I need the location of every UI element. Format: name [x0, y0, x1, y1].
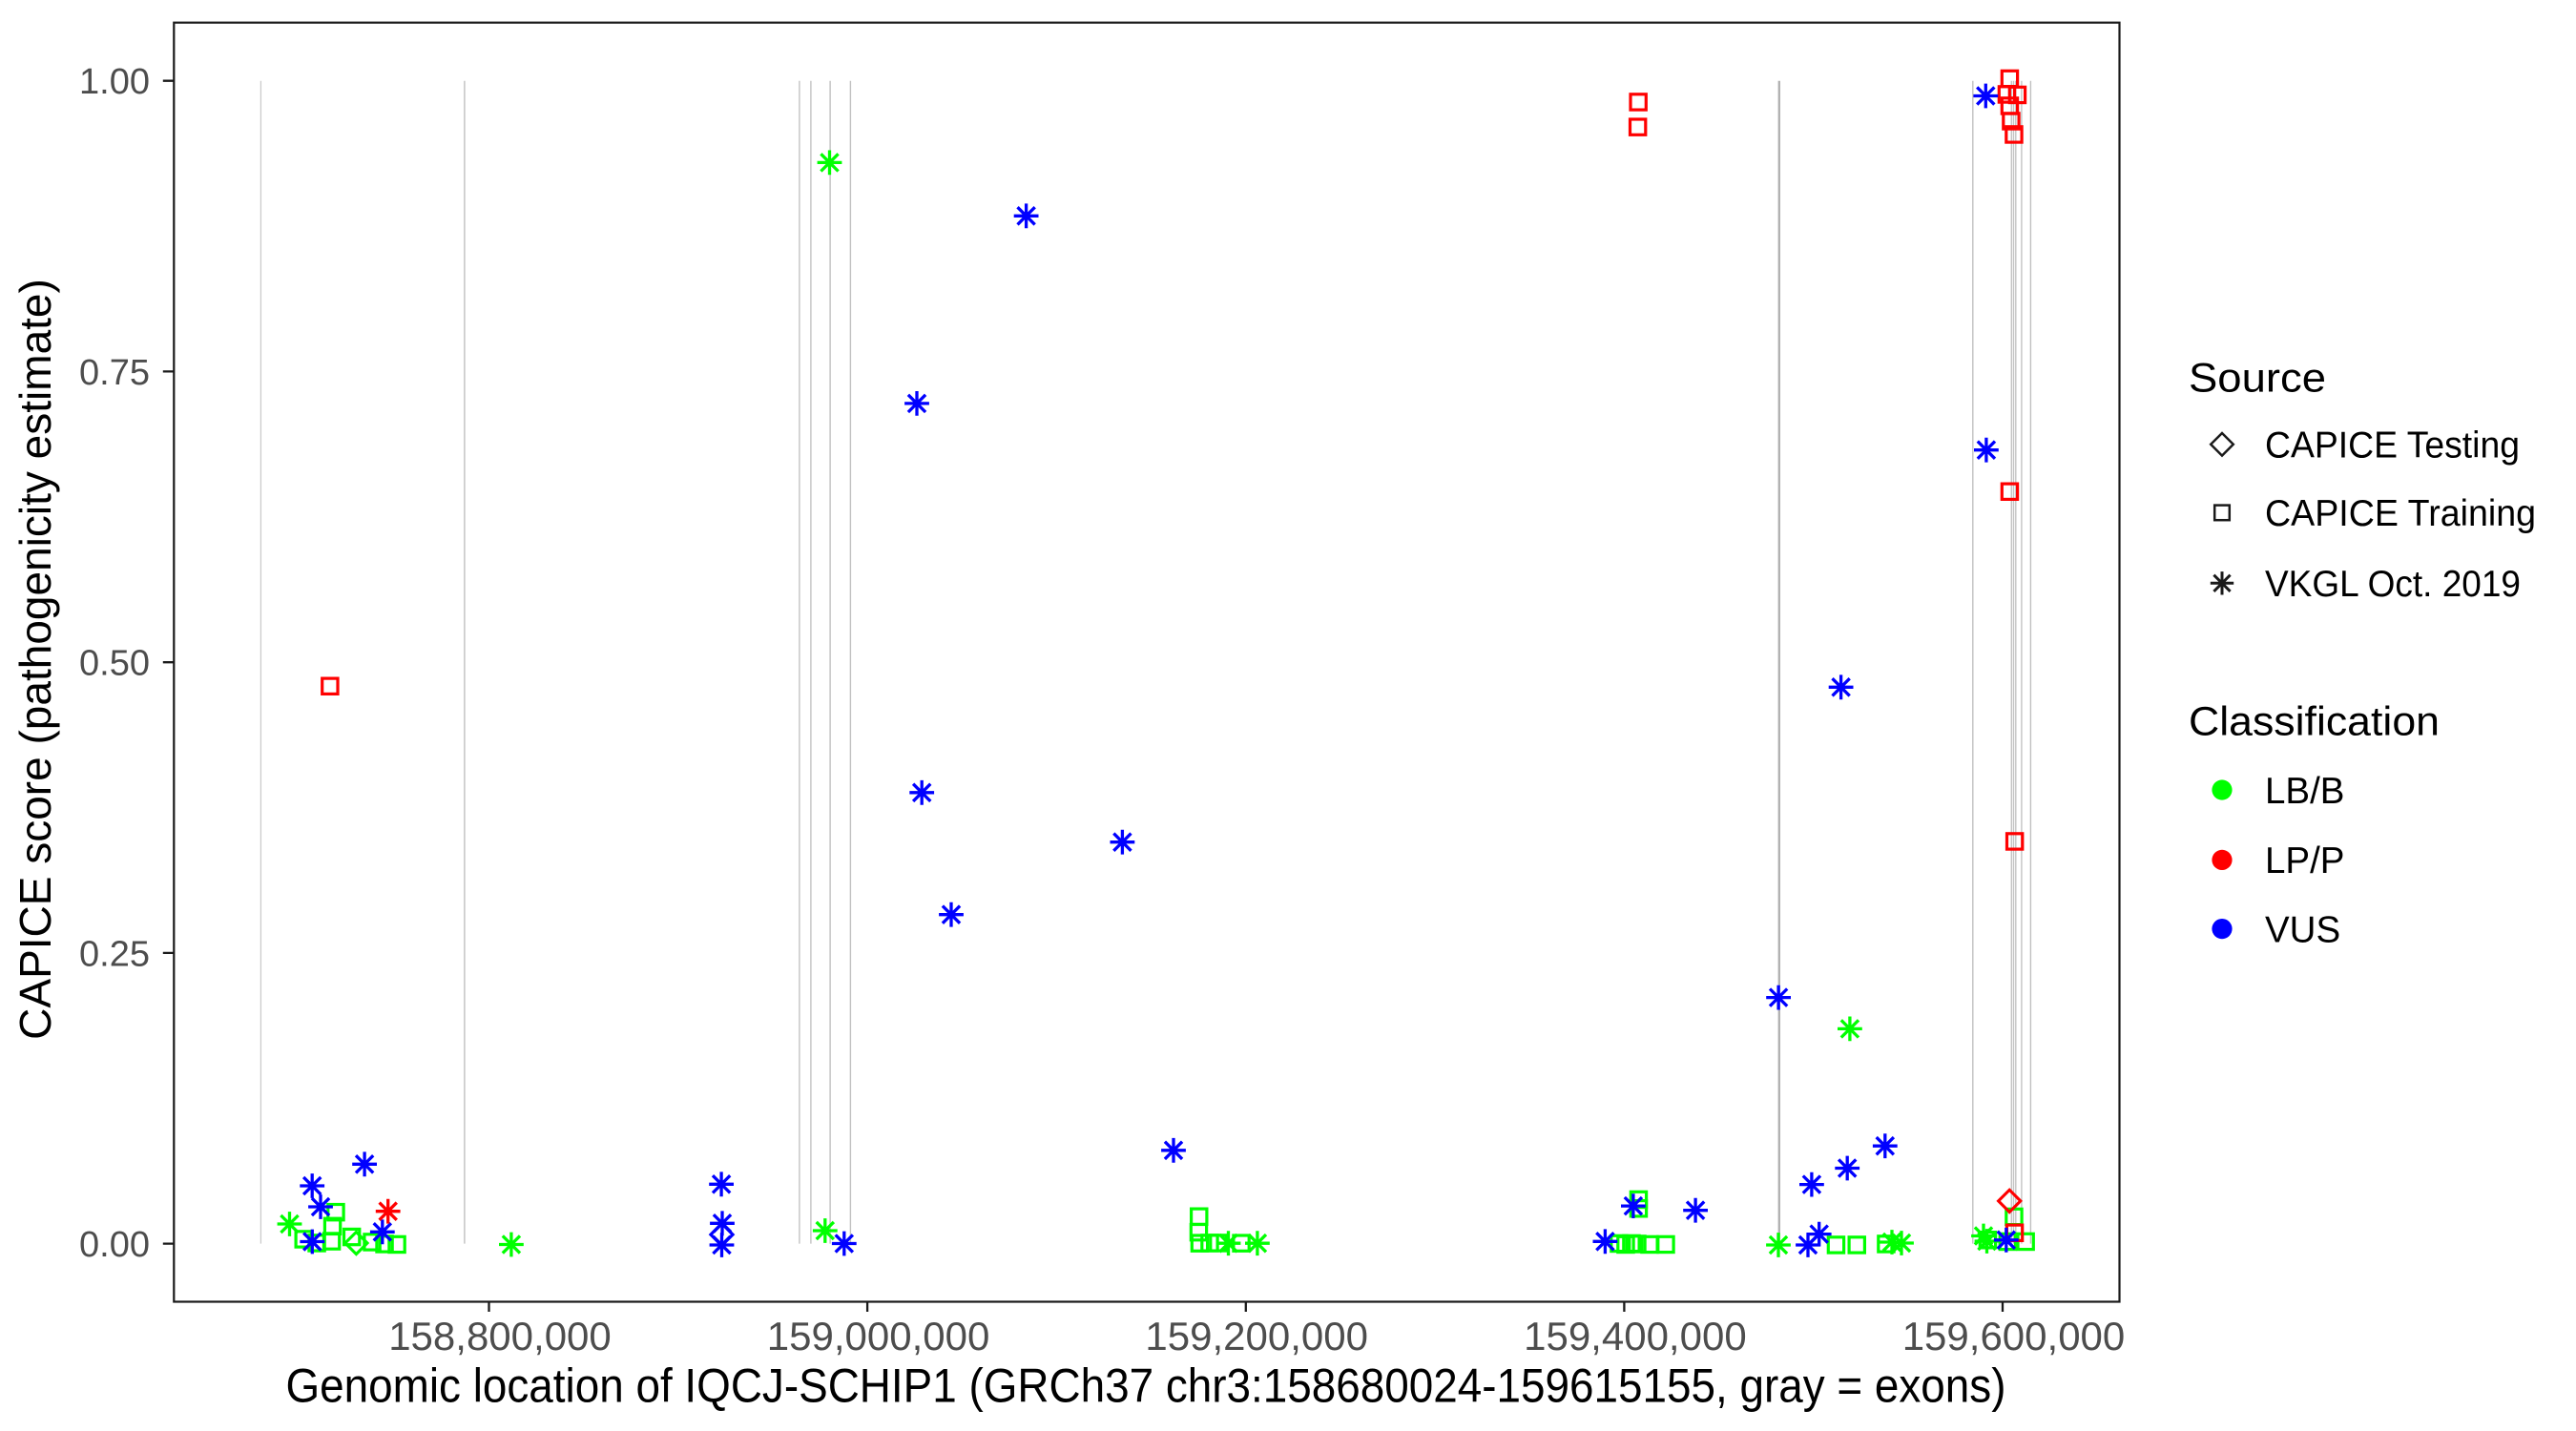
- svg-text:CAPICE Testing: CAPICE Testing: [2265, 425, 2520, 467]
- svg-text:CAPICE Training: CAPICE Training: [2265, 493, 2536, 534]
- svg-text:159,200,000: 159,200,000: [1145, 1314, 1368, 1358]
- svg-text:0.75: 0.75: [79, 353, 150, 393]
- svg-text:Source: Source: [2189, 356, 2326, 402]
- svg-text:VUS: VUS: [2265, 909, 2340, 950]
- svg-text:0.00: 0.00: [79, 1225, 150, 1265]
- svg-text:Classification: Classification: [2189, 699, 2440, 745]
- svg-text:0.25: 0.25: [79, 934, 150, 974]
- svg-text:159,600,000: 159,600,000: [1902, 1314, 2126, 1358]
- svg-text:1.00: 1.00: [79, 62, 150, 102]
- svg-text:LB/B: LB/B: [2265, 771, 2344, 812]
- svg-text:Genomic location of IQCJ-SCHIP: Genomic location of IQCJ-SCHIP1 (GRCh37 …: [286, 1358, 2006, 1412]
- svg-text:VKGL Oct. 2019: VKGL Oct. 2019: [2265, 564, 2521, 605]
- svg-text:158,800,000: 158,800,000: [388, 1314, 612, 1358]
- svg-text:CAPICE score (pathogenicity es: CAPICE score (pathogenicity estimate): [10, 279, 60, 1040]
- svg-text:LP/P: LP/P: [2265, 840, 2344, 881]
- svg-text:159,000,000: 159,000,000: [767, 1314, 990, 1358]
- svg-text:0.50: 0.50: [79, 644, 150, 684]
- svg-text:159,400,000: 159,400,000: [1524, 1314, 1747, 1358]
